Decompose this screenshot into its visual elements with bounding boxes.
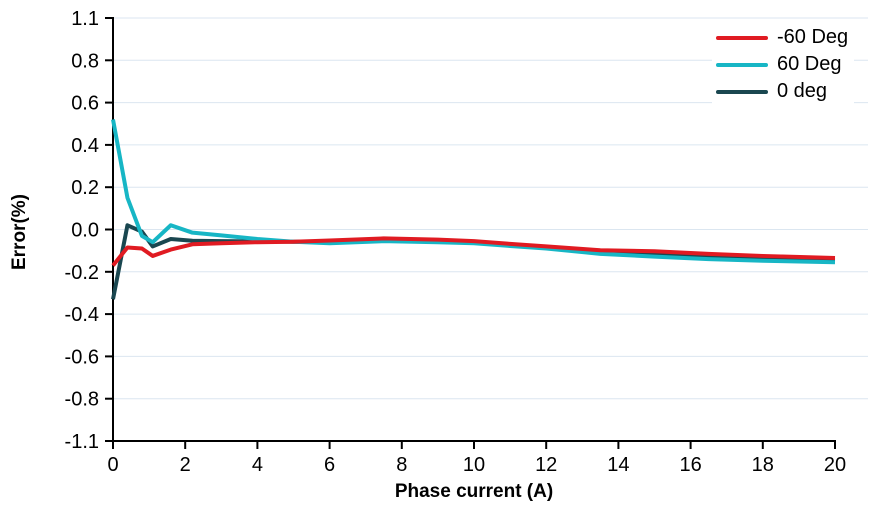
y-tick-label: 0.8	[71, 50, 99, 72]
x-tick-label: 16	[679, 454, 701, 476]
legend-label: 60 Deg	[777, 53, 842, 75]
legend-line-swatch	[716, 62, 768, 67]
x-tick-label: 8	[396, 454, 407, 476]
legend-line-swatch	[716, 89, 768, 94]
y-tick-label: 1.1	[71, 8, 99, 30]
series-line-0	[111, 236, 836, 267]
y-tick-label: -0.2	[65, 262, 99, 284]
y-tick-label: 0.2	[71, 177, 99, 199]
x-tick-label: 14	[607, 454, 629, 476]
x-tick-label: 0	[107, 454, 118, 476]
legend-label: -60 Deg	[777, 26, 849, 48]
x-tick-label: 18	[752, 454, 774, 476]
x-tick-label: 10	[463, 454, 485, 476]
gridlines	[112, 17, 868, 400]
y-tick-label: 0.4	[71, 135, 99, 157]
legend-item: -60 Deg	[716, 24, 848, 51]
y-tick-label: 0.6	[71, 93, 99, 115]
x-tick-label: 12	[535, 454, 557, 476]
x-axis-title: Phase current (A)	[394, 481, 554, 502]
y-tick-label: -0.4	[65, 304, 99, 326]
y-tick-label: 0.0	[71, 220, 99, 242]
y-tick-label: -0.6	[65, 346, 99, 368]
y-tick-label: -1.1	[65, 431, 99, 453]
axis-ticks: 1.1 0.8 0.6 0.4 0.2 0.0 -0.2 -0.4 -0.6 -0.8 -1.1 0 2…	[65, 8, 847, 476]
legend-line-swatch	[716, 35, 768, 40]
y-axis-title: Error(%)	[9, 193, 30, 271]
y-tick-label: -0.8	[65, 389, 99, 411]
x-tick-label: 4	[252, 454, 263, 476]
x-tick-label: 6	[324, 454, 335, 476]
legend-label: 0 deg	[777, 80, 828, 102]
x-tick-label: 2	[180, 454, 191, 476]
legend-item: 0 deg	[716, 78, 848, 105]
x-tick-label: 20	[824, 454, 846, 476]
legend: -60 Deg 60 Deg 0 deg	[712, 23, 855, 106]
series-line-1	[111, 119, 836, 265]
legend-item: 60 Deg	[716, 51, 848, 78]
